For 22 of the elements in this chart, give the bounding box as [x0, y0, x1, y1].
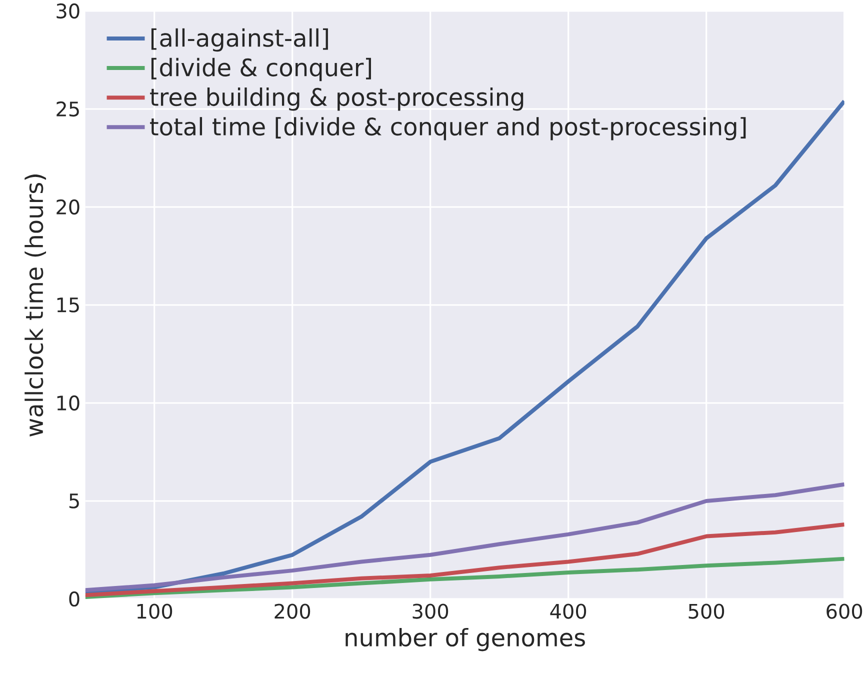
legend-label: [all-against-all]: [151, 28, 328, 52]
x-tick-label: 400: [550, 604, 586, 619]
x-tick-label: 500: [688, 604, 724, 619]
legend-label: tree building & post-processing: [150, 87, 524, 111]
line-series: [85, 522, 844, 598]
x-tick-label: 300: [412, 604, 448, 619]
legend-label: [divide & conquer]: [151, 58, 371, 82]
legend-label: total time [divide & conquer and post-processing]: [150, 117, 746, 140]
x-tick-label: 100: [137, 604, 172, 619]
y-tick-label: 25: [56, 101, 79, 117]
x-tick-label: 600: [826, 604, 862, 619]
y-tick-label: 5: [69, 494, 79, 508]
y-tick-label: 10: [57, 395, 80, 411]
x-axis-title: number of genomes: [346, 628, 585, 652]
line-series: [85, 556, 844, 599]
y-tick-label: 30: [56, 3, 80, 19]
line-series: [85, 482, 844, 592]
y-tick-label: 20: [56, 199, 80, 215]
x-tick-label: 200: [274, 604, 310, 619]
y-tick-label: 15: [57, 298, 79, 312]
y-tick-label: 0: [69, 591, 80, 607]
y-axis-title: wallclock time (hours): [24, 174, 46, 436]
